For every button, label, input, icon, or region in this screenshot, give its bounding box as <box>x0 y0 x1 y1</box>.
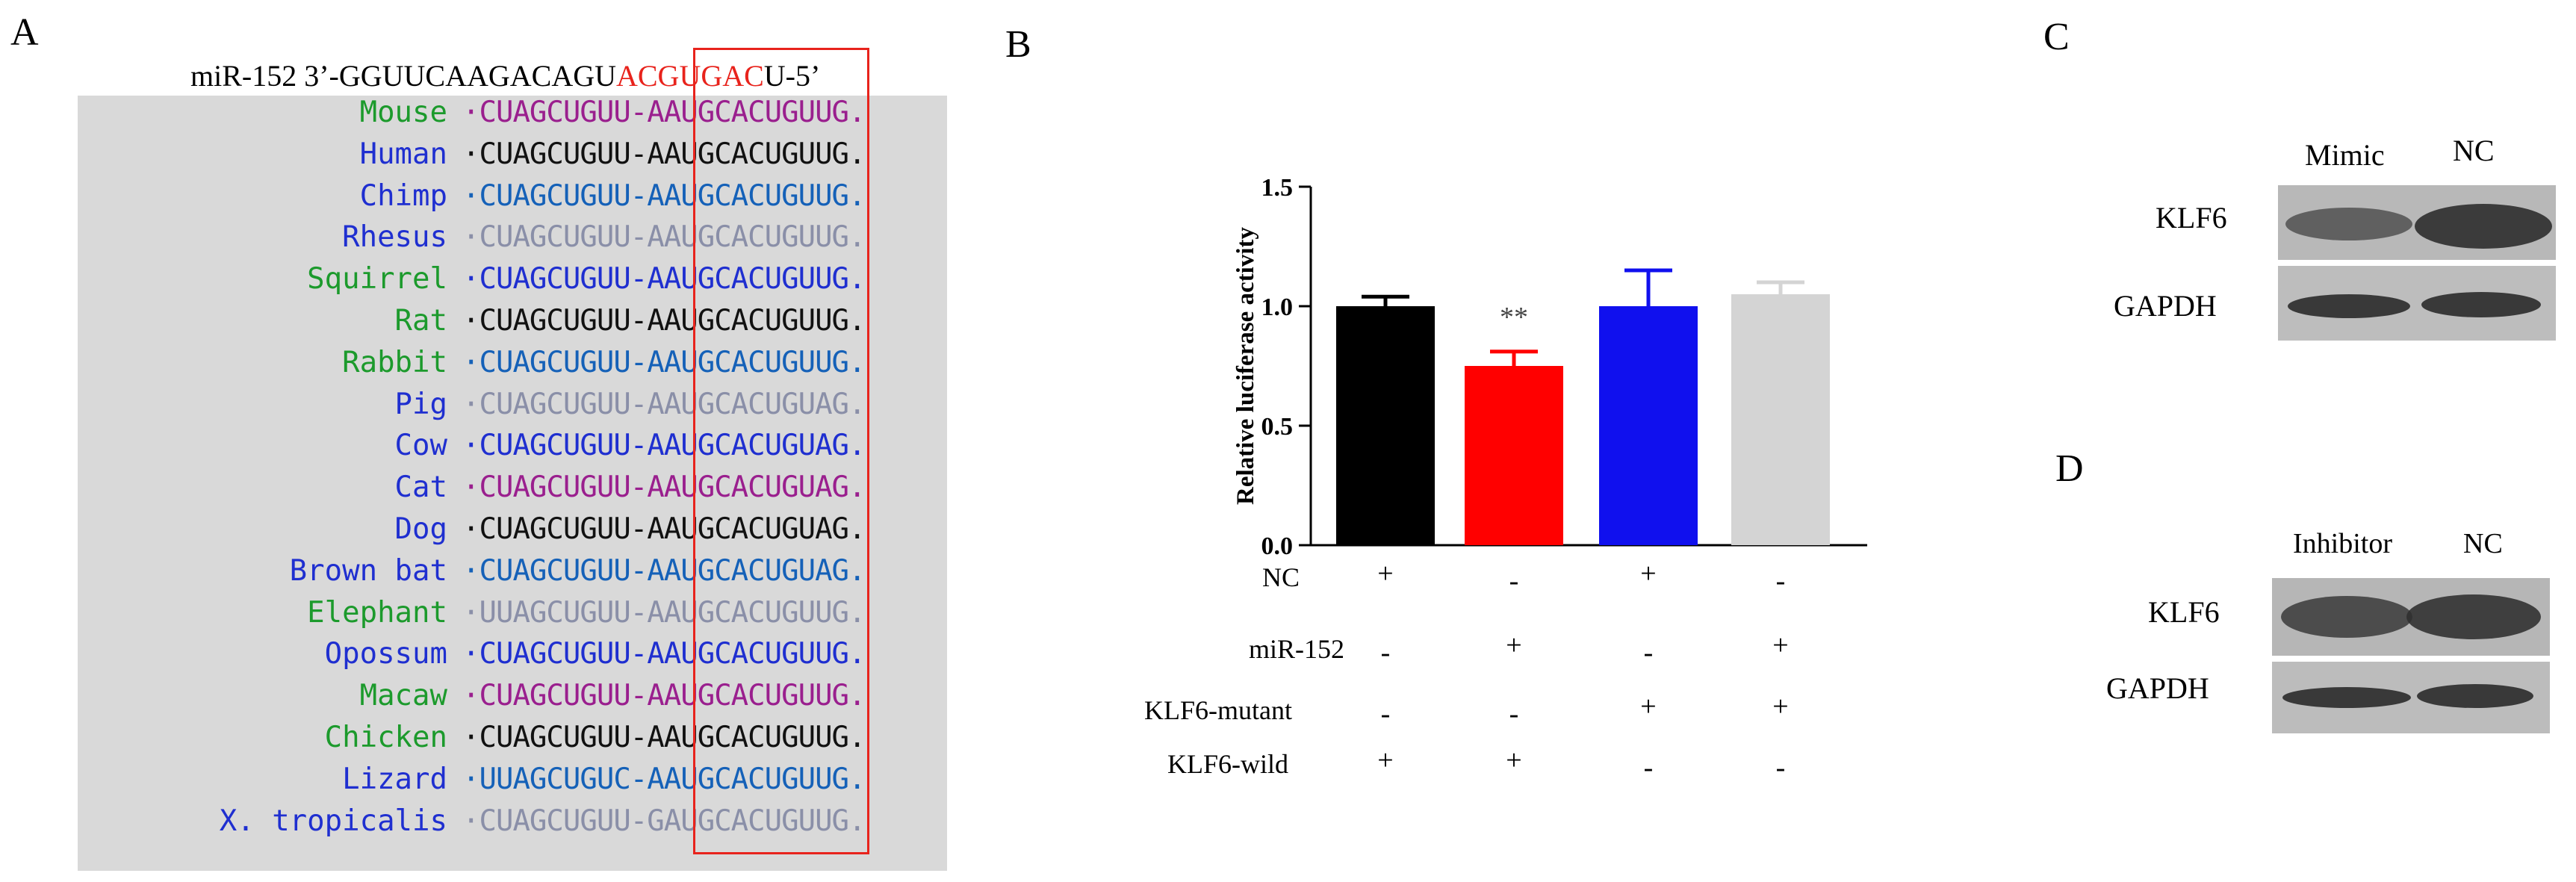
panel-c-band-gapdh: GAPDH <box>2114 289 2217 323</box>
y-tick-label: 1.0 <box>1261 294 1294 321</box>
treatment-row-label: miR-152 <box>1248 634 1344 664</box>
bar <box>1599 306 1698 545</box>
treatment-sign: - <box>1380 698 1391 730</box>
panel-c-blot-klf6 <box>2278 185 2556 260</box>
panel-b: B 0.0 0.5 1.0 1.5 Relative luciferase activi… <box>971 0 1942 882</box>
species-label: Pig <box>394 387 447 421</box>
treatment-sign: - <box>1643 637 1654 668</box>
sequence-text: ·CUAGCUGUU-AAUGCACUGUUG. <box>462 637 866 671</box>
mir-prefix: miR-152 3’-GGUUCAAGACAGU <box>190 59 616 93</box>
blot-bands-icon <box>2278 266 2556 341</box>
species-label: Opossum <box>324 637 447 671</box>
species-label: X. tropicalis <box>219 804 447 838</box>
treatment-sign: + <box>1506 745 1522 776</box>
treatment-sign: + <box>1772 630 1789 661</box>
treatment-sign: + <box>1640 691 1657 722</box>
sequence-text: ·CUAGCUGUU-AAUGCACUGUUG. <box>462 345 866 379</box>
treatment-row-label: KLF6-mutant <box>1144 695 1292 725</box>
sequence-text: ·CUAGCUGUU-AAUGCACUGUUG. <box>462 96 866 129</box>
species-label: Rat <box>394 304 447 338</box>
panel-c-blot-gapdh <box>2278 266 2556 341</box>
treatment-sign: + <box>1640 558 1657 589</box>
panel-d-band-klf6: KLF6 <box>2148 595 2220 629</box>
panel-b-letter: B <box>1005 23 1031 66</box>
treatment-sign: - <box>1509 698 1519 730</box>
mir-suffix: U-5’ <box>763 59 821 93</box>
panel-d-lane-inhibitor: Inhibitor <box>2293 528 2392 559</box>
panel-a: A miR-152 3’-GGUUCAAGACAGUACGUGACU-5’ Mo… <box>0 0 971 882</box>
panel-d-lane-nc: NC <box>2463 528 2503 559</box>
treatment-sign: + <box>1772 691 1789 722</box>
mir-sequence: miR-152 3’-GGUUCAAGACAGUACGUGACU-5’ <box>190 58 820 93</box>
treatment-row-label: NC <box>1261 562 1300 592</box>
treatment-row-label: KLF6-wild <box>1167 749 1288 779</box>
species-label: Rabbit <box>342 345 447 379</box>
treatment-sign: - <box>1643 752 1654 783</box>
treatment-sign: - <box>1380 637 1391 668</box>
bar <box>1731 294 1830 545</box>
panel-c-lane-mimic: Mimic <box>2305 138 2385 172</box>
species-label: Rhesus <box>342 220 447 255</box>
sequence-text: ·CUAGCUGUU-AAUGCACUGUAG. <box>462 553 866 588</box>
species-label: Lizard <box>342 762 447 796</box>
species-label: Elephant <box>307 595 447 630</box>
sequence-text: ·UUAGCUGUC-AAUGCACUGUUG. <box>462 762 866 796</box>
sequence-text: ·CUAGCUGUU-AAUGCACUGUAG. <box>462 429 866 463</box>
species-label: Squirrel <box>307 262 447 296</box>
panel-c-lane-nc: NC <box>2453 134 2495 167</box>
species-label: Mouse <box>359 96 447 129</box>
seed-match-box <box>693 48 869 854</box>
species-label: Cat <box>394 470 447 505</box>
sequence-text: ·UUAGCUGUU-AAUGCACUGUUG. <box>462 595 866 630</box>
significance-marker: ** <box>1500 302 1528 333</box>
y-axis-label: Relative luciferase activity <box>1232 226 1259 505</box>
bar <box>1336 306 1435 545</box>
blot-bands-icon <box>2272 578 2550 656</box>
treatment-sign: + <box>1506 630 1522 661</box>
sequence-text: ·CUAGCUGUU-AAUGCACUGUUG. <box>462 137 866 171</box>
panel-c-letter: C <box>2043 16 2070 58</box>
sequence-text: ·CUAGCUGUU-AAUGCACUGUUG. <box>462 679 866 713</box>
panel-d-band-gapdh: GAPDH <box>2106 671 2209 705</box>
sequence-text: ·CUAGCUGUU-AAUGCACUGUUG. <box>462 721 866 754</box>
sequence-text: ·CUAGCUGUU-AAUGCACUGUUG. <box>462 178 866 213</box>
panel-d-letter: D <box>2055 447 2084 490</box>
blot-bands-icon <box>2272 662 2550 733</box>
sequence-text: ·CUAGCUGUU-AAUGCACUGUAG. <box>462 512 866 546</box>
sequence-text: ·CUAGCUGUU-AAUGCACUGUAG. <box>462 470 866 505</box>
treatment-sign: + <box>1377 558 1394 589</box>
y-tick-label: 1.5 <box>1261 174 1294 202</box>
sequence-text: ·CUAGCUGUU-AAUGCACUGUUG. <box>462 220 866 255</box>
bar <box>1465 366 1563 545</box>
treatment-sign: + <box>1377 745 1394 776</box>
species-label: Cow <box>394 429 447 463</box>
y-tick-label: 0.5 <box>1261 413 1294 441</box>
treatment-sign: - <box>1775 565 1786 597</box>
treatment-sign: - <box>1775 752 1786 783</box>
y-tick-label: 0.0 <box>1261 532 1294 560</box>
panel-c-band-klf6: KLF6 <box>2156 201 2227 235</box>
sequence-text: ·CUAGCUGUU-AAUGCACUGUUG. <box>462 304 866 338</box>
species-label: Chicken <box>324 721 447 754</box>
panel-a-letter: A <box>10 11 39 54</box>
panel-d-blot-gapdh <box>2272 662 2550 733</box>
mir-seed: ACGUGAC <box>615 59 764 93</box>
panel-d-blot-klf6 <box>2272 578 2550 656</box>
sequence-text: ·CUAGCUGUU-AAUGCACUGUUG. <box>462 262 866 296</box>
species-label: Chimp <box>359 178 447 213</box>
species-label: Dog <box>394 512 447 546</box>
alignment-box: Mouse ·CUAGCUGUU-AAUGCACUGUUG. Human ·CUAGC… <box>78 96 947 871</box>
sequence-text: ·CUAGCUGUU-AAUGCACUGUAG. <box>462 387 866 421</box>
species-label: Human <box>359 137 447 171</box>
blot-bands-icon <box>2278 185 2556 260</box>
species-label: Brown bat <box>289 553 447 588</box>
treatment-sign: - <box>1509 565 1519 597</box>
sequence-text: ·CUAGCUGUU-GAUGCACUGUUG. <box>462 804 866 838</box>
species-label: Macaw <box>359 679 447 713</box>
